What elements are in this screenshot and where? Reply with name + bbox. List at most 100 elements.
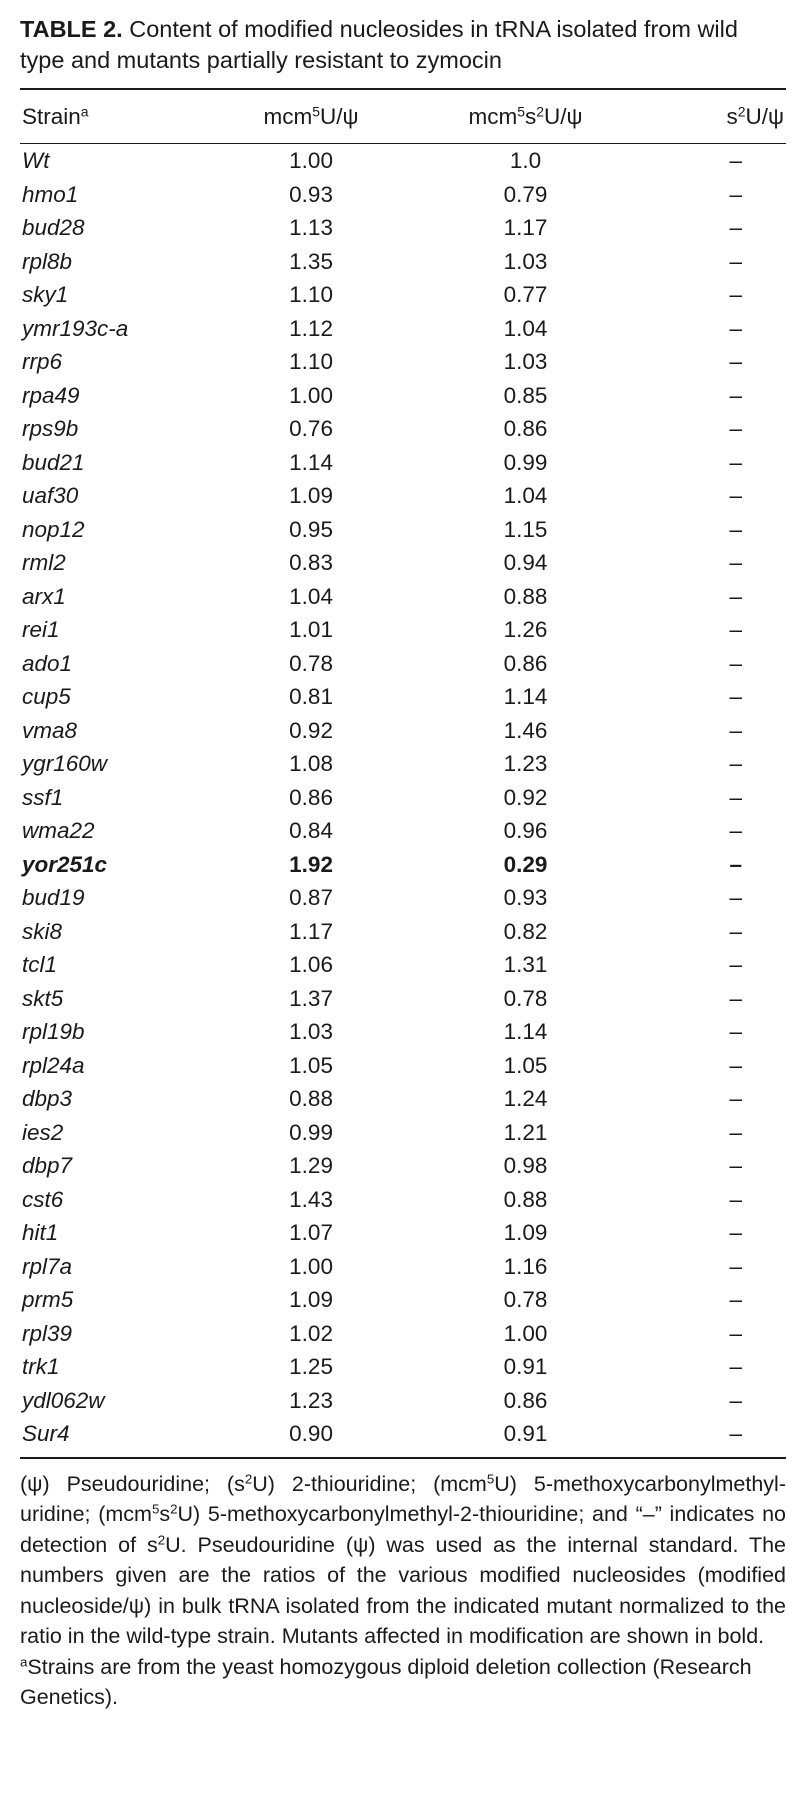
table-row: bud19 0.87 0.93 – [20, 881, 786, 915]
s2u-cell: – [729, 751, 742, 776]
mcm5u-cell: 0.87 [289, 885, 333, 910]
strain-cell: hit1 [22, 1220, 59, 1245]
mcm5u-cell: 1.37 [289, 985, 333, 1011]
strain-cell: trk1 [22, 1354, 60, 1379]
mcm5s2u-cell: 0.85 [503, 382, 548, 408]
s2u-cell: – [729, 1287, 742, 1312]
mcm5s2u-cell: 0.29 [503, 851, 548, 877]
mcm5s2u-cell: 0.88 [503, 1186, 548, 1212]
mcm5u-cell: 0.84 [289, 818, 333, 843]
mcm5u-cell: 0.86 [289, 784, 333, 810]
data-table: Straina mcm5U/ψ mcm5s2U/ψ s2U/ψ Wt 1.00 1.… [20, 90, 786, 1451]
mcm5s2u-cell: 1.23 [503, 751, 548, 776]
s2u-cell: – [729, 148, 742, 173]
mcm5u-cell: 1.00 [289, 382, 333, 408]
mcm5s2u-cell: 1.16 [503, 1253, 548, 1279]
table-row: ski8 1.17 0.82 – [20, 915, 786, 949]
s2u-cell: – [729, 282, 742, 307]
table-row: ies2 0.99 1.21 – [20, 1116, 786, 1150]
strain-cell: prm5 [22, 1287, 74, 1312]
s2u-cell: – [729, 483, 742, 508]
mcm5u-cell: 1.12 [289, 315, 333, 341]
mcm5s2u-cell: 1.0 [509, 148, 542, 173]
s2u-cell: – [729, 1253, 742, 1279]
table-row: cst6 1.43 0.88 – [20, 1183, 786, 1217]
mcm5s2u-cell: 0.78 [503, 1287, 548, 1312]
table-row: Wt 1.00 1.0 – [20, 144, 786, 178]
mcm5s2u-cell: 1.15 [503, 516, 548, 542]
mcm5s2u-cell: 1.00 [503, 1320, 548, 1346]
s2u-cell: – [729, 717, 742, 743]
strain-cell: ymr193c-a [22, 315, 129, 341]
s2u-cell: – [729, 550, 742, 575]
s2u-cell: – [729, 1220, 742, 1245]
table-row: rei1 1.01 1.26 – [20, 613, 786, 647]
strain-cell: rps9b [22, 416, 79, 441]
strain-cell: cup5 [22, 684, 71, 709]
mcm5s2u-cell: 0.86 [503, 1387, 548, 1413]
table-row: ymr193c-a 1.12 1.04 – [20, 312, 786, 346]
s2u-cell: – [729, 1153, 742, 1178]
mcm5u-cell: 0.95 [289, 516, 333, 542]
strain-cell: rpl7a [22, 1253, 73, 1279]
s2u-cell: – [729, 1354, 742, 1379]
strain-cell: rpl19b [22, 1019, 85, 1044]
strain-cell: nop12 [22, 516, 85, 542]
mcm5u-cell: 1.03 [289, 1019, 333, 1044]
s2u-cell: – [729, 1019, 742, 1044]
top-rule [20, 88, 786, 90]
table-row: ado1 0.78 0.86 – [20, 647, 786, 681]
strain-cell: ies2 [22, 1119, 64, 1145]
strain-cell: ygr160w [22, 751, 108, 776]
mcm5s2u-cell: 1.17 [503, 215, 548, 240]
strain-cell: uaf30 [22, 483, 79, 508]
mcm5u-cell: 0.81 [289, 684, 333, 709]
mcm5s2u-cell: 0.78 [503, 985, 548, 1011]
mcm5s2u-cell: 0.96 [503, 818, 548, 843]
mcm5s2u-cell: 0.91 [503, 1354, 548, 1379]
header-mcm5s2u: mcm5s2U/ψ [468, 102, 583, 129]
s2u-cell: – [729, 918, 742, 944]
table-row: rpl8b 1.35 1.03 – [20, 245, 786, 279]
table-row: rpl19b 1.03 1.14 – [20, 1015, 786, 1049]
mcm5s2u-cell: 1.04 [503, 315, 548, 341]
mcm5u-cell: 1.09 [289, 483, 333, 508]
mcm5u-cell: 1.35 [289, 248, 333, 274]
s2u-cell: – [729, 1387, 742, 1413]
table-row: dbp3 0.88 1.24 – [20, 1082, 786, 1116]
strain-cell: bud28 [22, 215, 85, 240]
mcm5s2u-cell: 1.21 [503, 1119, 548, 1145]
strain-cell: yor251c [22, 851, 108, 877]
strain-cell: dbp3 [22, 1086, 73, 1111]
strain-cell: rpl8b [22, 248, 73, 274]
mcm5u-cell: 1.43 [289, 1186, 333, 1212]
s2u-cell: – [729, 1186, 742, 1212]
table-footnote: (ψ) Pseudouridine; (s2U) 2-thiouridine; … [20, 1471, 787, 1649]
mcm5u-cell: 1.06 [289, 952, 333, 977]
s2u-cell: – [729, 248, 742, 274]
s2u-cell: – [729, 382, 742, 408]
header-row: Straina mcm5U/ψ mcm5s2U/ψ s2U/ψ [20, 90, 786, 143]
mcm5u-cell: 1.17 [289, 918, 333, 944]
strain-cell: ydl062w [22, 1387, 105, 1413]
bottom-rule [20, 1456, 786, 1459]
strain-cell: Wt [22, 148, 50, 173]
table-row: bud28 1.13 1.17 – [20, 211, 786, 245]
mcm5s2u-cell: 0.77 [503, 282, 548, 307]
table-row: bud21 1.14 0.99 – [20, 446, 786, 480]
strain-cell: rpl39 [22, 1320, 73, 1346]
mcm5u-cell: 1.25 [289, 1354, 333, 1379]
s2u-cell: – [729, 349, 742, 374]
mcm5s2u-cell: 1.03 [503, 248, 548, 274]
strain-cell: hmo1 [22, 181, 79, 207]
mcm5s2u-cell: 1.24 [503, 1086, 548, 1111]
mcm5u-cell: 1.01 [289, 617, 333, 642]
s2u-cell: – [729, 684, 742, 709]
s2u-cell: – [729, 885, 742, 910]
table-row: Sur4 0.90 0.91 – [20, 1417, 786, 1451]
table-row: skt5 1.37 0.78 – [20, 982, 786, 1016]
mcm5u-cell: 1.92 [289, 851, 333, 877]
mcm5s2u-cell: 0.98 [503, 1153, 548, 1178]
s2u-cell: – [729, 215, 742, 240]
mcm5s2u-cell: 1.31 [503, 952, 548, 977]
